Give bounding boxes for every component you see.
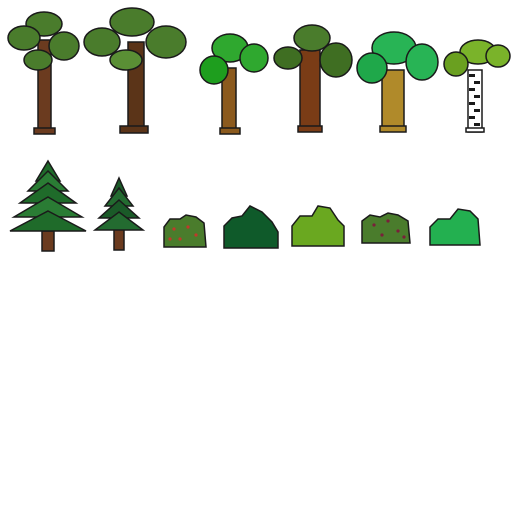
pine-tree-small-sprite <box>92 176 146 251</box>
dark-bush-sprite <box>223 205 279 249</box>
lime-bush-sprite <box>291 205 345 247</box>
oak-tree-2-sprite <box>83 7 187 134</box>
mint-bush-sprite <box>429 208 481 246</box>
jungle-tree-sprite <box>356 31 439 133</box>
oak-tree-1-sprite <box>7 11 80 135</box>
green-tree-sprite <box>199 33 269 135</box>
berry-bush-red-sprite <box>163 214 207 248</box>
berry-bush-purple-sprite <box>361 212 411 244</box>
birch-tree-sprite <box>443 39 511 133</box>
pine-tree-large-sprite <box>9 159 87 252</box>
dark-oak-tree-sprite <box>273 24 353 133</box>
